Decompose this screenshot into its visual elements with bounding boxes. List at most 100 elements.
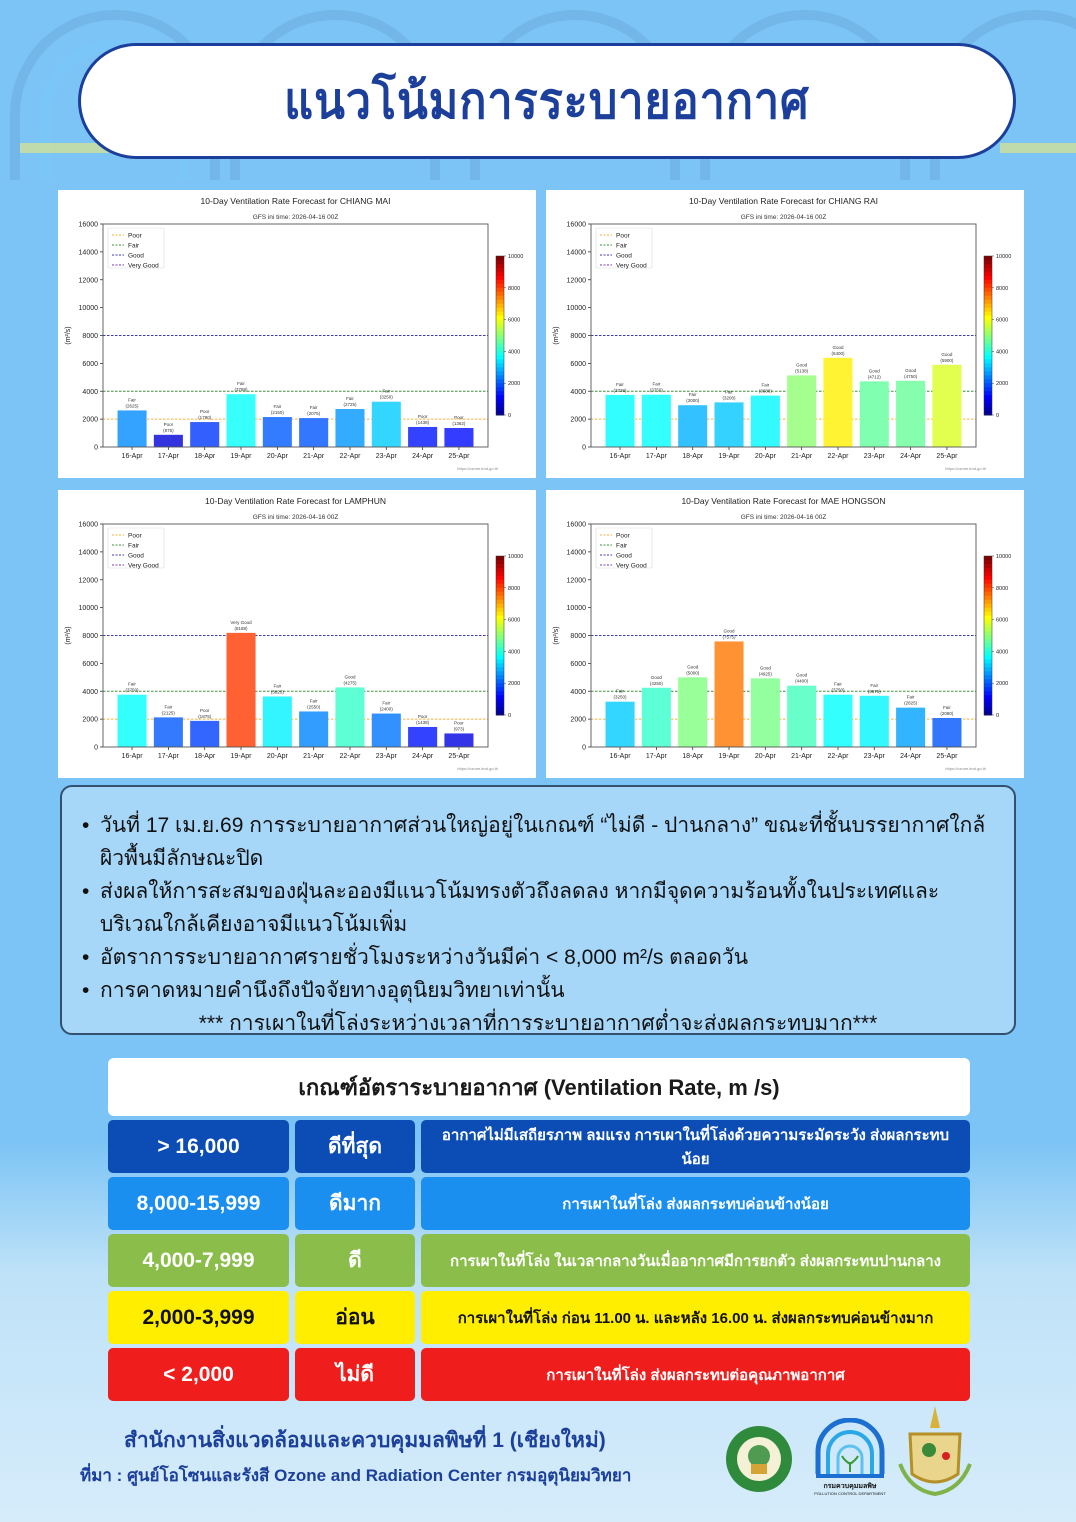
colorbar-segment	[496, 651, 504, 656]
colorbar-frame	[495, 555, 505, 716]
bar	[823, 694, 853, 747]
y-tick-label: 4000	[82, 389, 98, 396]
colorbar-frame	[495, 255, 505, 416]
colorbar-segment	[984, 351, 992, 356]
colorbar-segment	[984, 359, 992, 364]
y-axis-label: (m²/s)	[553, 626, 560, 644]
colorbar-segment	[984, 367, 992, 372]
criteria-level-cell: ดี	[295, 1234, 415, 1287]
colorbar-segment	[984, 263, 992, 269]
bar	[605, 394, 635, 447]
bar-category-label: Fair	[310, 405, 318, 410]
legend-label: Good	[128, 253, 144, 260]
chart-svg: 10-Day Ventilation Rate Forecast for CHI…	[553, 196, 1011, 471]
colorbar-segment	[496, 639, 504, 644]
bar	[714, 402, 744, 447]
x-tick-label: 25-Apr	[448, 453, 470, 460]
colorbar-segment	[496, 279, 504, 285]
bar-value-label: (4275)	[343, 680, 357, 685]
colorbar-segment	[984, 391, 992, 396]
bar-value-label: (2150)	[271, 410, 285, 415]
bar-category-label: Very Good	[230, 620, 252, 625]
ventilation-criteria-table: เกณฑ์อัตราระบายอากาศ (Ventilation Rate, …	[108, 1058, 970, 1401]
bar	[153, 434, 183, 447]
chart-title: 10-Day Ventilation Rate Forecast for CHI…	[201, 196, 391, 206]
colorbar-segment	[984, 655, 992, 660]
colorbar-frame	[983, 255, 993, 416]
colorbar-segment	[984, 267, 992, 273]
colorbar-segment	[984, 283, 992, 289]
colorbar-segment	[496, 603, 504, 609]
bar-category-label: Good	[796, 362, 808, 367]
bar-category-label: Poor	[418, 414, 428, 419]
colorbar-segment	[496, 375, 504, 380]
summary-notes-box: วันที่ 17 เม.ย.69 การระบายอากาศส่วนใหญ่อ…	[60, 785, 1016, 1035]
y-tick-label: 8000	[570, 633, 586, 640]
colorbar-segment	[496, 703, 504, 708]
x-tick-label: 18-Apr	[194, 753, 216, 760]
bar-value-label: (4400)	[795, 679, 809, 684]
y-tick-label: 2000	[82, 417, 98, 424]
x-tick-label: 22-Apr	[339, 453, 361, 460]
bar	[750, 395, 780, 447]
bar-value-label: (2075)	[307, 411, 321, 416]
x-tick-label: 20-Apr	[755, 753, 777, 760]
colorbar-segment	[496, 379, 504, 384]
bar-category-label: Good	[651, 675, 663, 680]
legend-box	[107, 527, 165, 569]
chart-subtitle: GFS ini time: 2026-04-16 00Z	[741, 214, 827, 221]
colorbar-segment	[984, 603, 992, 609]
bar-value-label: (3675)	[868, 689, 882, 694]
colorbar-segment	[984, 683, 992, 688]
y-tick-label: 0	[94, 445, 98, 452]
colorbar-segment	[984, 395, 992, 400]
bar-category-label: Poor	[200, 708, 210, 713]
colorbar-segment	[496, 675, 504, 680]
colorbar-tick-label: 8000	[996, 286, 1008, 292]
burning-warning-note: *** การเผาในที่โล่งระหว่างเวลาที่การระบา…	[198, 1012, 878, 1035]
criteria-table-header: เกณฑ์อัตราระบายอากาศ (Ventilation Rate, …	[108, 1058, 970, 1116]
x-tick-label: 23-Apr	[376, 453, 398, 460]
bar	[408, 426, 438, 447]
colorbar-segment	[984, 647, 992, 652]
bar-category-label: Fair	[273, 683, 281, 688]
y-tick-label: 10000	[79, 305, 99, 312]
colorbar-segment	[984, 567, 992, 573]
bar	[641, 687, 671, 747]
x-tick-label: 24-Apr	[900, 453, 922, 460]
colorbar-segment	[496, 615, 504, 621]
colorbar-segment	[496, 311, 504, 317]
colorbar-segment	[984, 335, 992, 340]
bar-value-label: (6400)	[831, 351, 845, 356]
x-tick-label: 23-Apr	[376, 753, 398, 760]
colorbar-segment	[984, 599, 992, 605]
bar-category-label: Fair	[128, 397, 136, 402]
y-tick-label: 8000	[570, 333, 586, 340]
bar-category-label: Poor	[200, 409, 210, 414]
colorbar-segment	[984, 711, 992, 716]
pcd-logo-text: กรมควบคุมมลพิษ	[823, 1482, 876, 1490]
plot-frame	[102, 523, 489, 748]
bar-value-label: (2550)	[307, 704, 321, 709]
y-tick-label: 12000	[567, 577, 587, 584]
plot-frame	[102, 223, 489, 448]
legend-label: Fair	[616, 543, 628, 550]
bar	[859, 695, 889, 747]
bar	[371, 401, 401, 447]
colorbar-segment	[496, 707, 504, 712]
x-tick-label: 22-Apr	[827, 753, 849, 760]
colorbar-segment	[496, 395, 504, 400]
bar	[787, 375, 817, 447]
bar-value-label: (5000)	[686, 670, 700, 675]
colorbar-segment	[984, 607, 992, 613]
colorbar-tick-label: 10000	[508, 554, 523, 560]
chart-subtitle: GFS ini time: 2026-04-16 00Z	[253, 214, 339, 221]
colorbar-segment	[984, 587, 992, 593]
bar-value-label: (3200)	[723, 395, 737, 400]
colorbar-segment	[496, 627, 504, 633]
colorbar-segment	[496, 643, 504, 648]
criteria-desc-cell: การเผาในที่โล่ง ส่งผลกระทบค่อนข้างน้อย	[421, 1177, 970, 1230]
bar-value-label: (2125)	[162, 710, 176, 715]
colorbar-segment	[984, 559, 992, 565]
